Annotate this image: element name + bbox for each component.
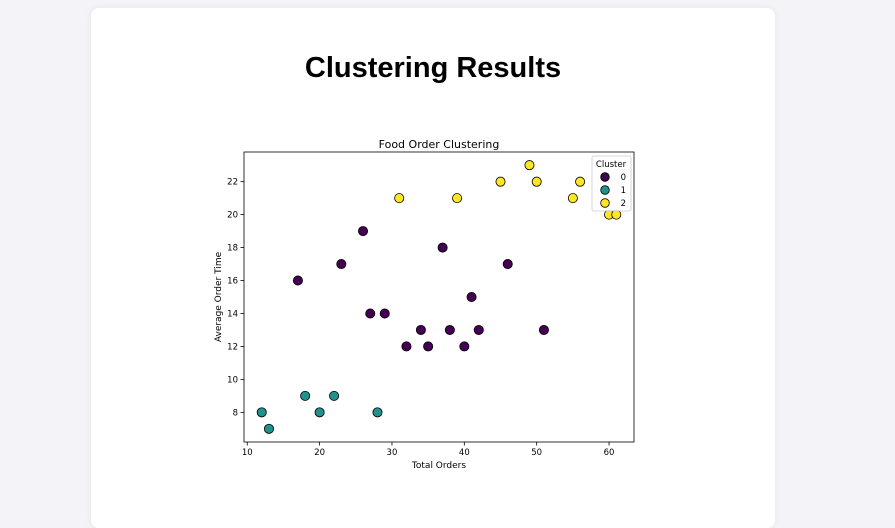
scatter-chart: Food Order Clustering 10 20 30 40 50 60 81012… <box>214 138 635 471</box>
data-point-cluster-1 <box>300 390 311 401</box>
data-points <box>256 160 622 434</box>
y-tick-label: 16 <box>227 277 238 287</box>
data-point-cluster-0 <box>401 341 412 352</box>
legend-label-cluster-1: 1 <box>621 186 626 196</box>
y-tick-label: 22 <box>227 178 238 188</box>
legend: Cluster 0 1 2 <box>591 155 632 212</box>
data-point-cluster-1 <box>263 423 274 434</box>
data-point-cluster-1 <box>256 407 267 418</box>
x-axis: 10 20 30 40 50 60 <box>242 442 615 458</box>
data-point-cluster-0 <box>502 259 513 270</box>
legend-box <box>591 155 632 212</box>
data-point-cluster-0 <box>423 341 434 352</box>
legend-label-cluster-2: 2 <box>621 199 626 209</box>
chart-title: Food Order Clustering <box>379 138 500 151</box>
y-tick-label: 14 <box>227 309 238 319</box>
x-tick-label: 30 <box>387 448 398 458</box>
y-axis: 8 10 12 14 16 18 20 22 <box>227 178 244 418</box>
data-point-cluster-0 <box>538 324 549 335</box>
data-point-cluster-1 <box>372 407 383 418</box>
data-point-cluster-0 <box>444 324 455 335</box>
data-point-cluster-0 <box>336 259 347 270</box>
y-axis-label: Average Order Time <box>214 251 224 342</box>
results-card: Clustering Results <box>91 8 775 528</box>
data-point-cluster-0 <box>365 308 376 319</box>
legend-marker-cluster-2 <box>600 198 610 208</box>
legend-title: Cluster <box>596 160 627 170</box>
data-point-cluster-1 <box>329 390 340 401</box>
data-point-cluster-2 <box>575 176 586 187</box>
y-tick-label: 12 <box>227 342 238 352</box>
data-point-cluster-0 <box>358 226 369 237</box>
data-point-cluster-0 <box>459 341 470 352</box>
data-point-cluster-0 <box>473 324 484 335</box>
y-tick-label: 10 <box>227 375 238 385</box>
data-point-cluster-2 <box>531 176 542 187</box>
data-point-cluster-2 <box>524 160 535 171</box>
x-tick-label: 40 <box>459 448 470 458</box>
data-point-cluster-2 <box>452 193 463 204</box>
legend-label-cluster-0: 0 <box>621 173 626 183</box>
x-tick-label: 10 <box>242 448 253 458</box>
data-point-cluster-1 <box>314 407 325 418</box>
data-point-cluster-0 <box>437 242 448 253</box>
data-point-cluster-2 <box>394 193 405 204</box>
data-point-cluster-0 <box>379 308 390 319</box>
data-point-cluster-0 <box>292 275 303 286</box>
x-tick-label: 50 <box>531 448 542 458</box>
x-axis-label: Total Orders <box>411 461 466 471</box>
y-tick-label: 20 <box>227 211 238 221</box>
legend-marker-cluster-1 <box>600 185 610 195</box>
plot-area <box>243 151 635 443</box>
x-tick-label: 60 <box>604 448 615 458</box>
x-tick-label: 20 <box>314 448 325 458</box>
legend-marker-cluster-0 <box>600 172 610 182</box>
page-title: Clustering Results <box>304 52 562 84</box>
y-tick-label: 8 <box>233 408 238 418</box>
data-point-cluster-0 <box>466 291 477 302</box>
data-point-cluster-0 <box>415 324 426 335</box>
data-point-cluster-2 <box>495 176 506 187</box>
y-tick-label: 18 <box>227 244 238 254</box>
data-point-cluster-2 <box>567 193 578 204</box>
